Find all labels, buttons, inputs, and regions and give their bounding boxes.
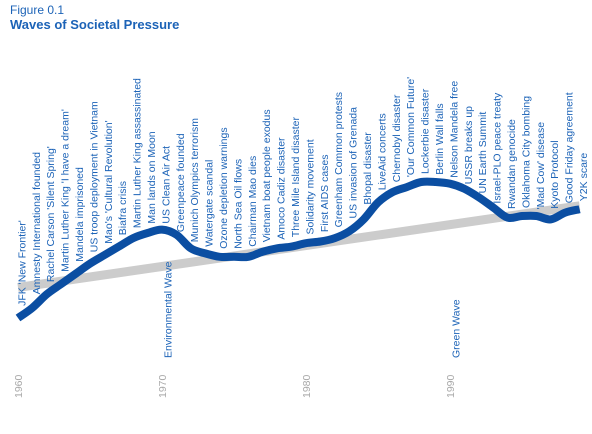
wave-label: Green Wave: [450, 299, 462, 358]
x-tick-label: 1980: [301, 374, 313, 398]
figure-label: Figure 0.1: [10, 3, 65, 17]
event-label: Berlin Wall falls: [434, 103, 446, 174]
event-label: Ozone depletion warnings: [218, 127, 230, 248]
event-label: Bhopal disaster: [362, 132, 374, 205]
event-label: Amoco Cadiz disaster: [276, 137, 288, 240]
x-tick-label: 1970: [157, 374, 169, 398]
event-label: JFK 'New Frontier': [16, 220, 28, 306]
event-label: US invasion of Grenada: [348, 107, 360, 219]
event-label: Lockerbie disaster: [420, 88, 432, 174]
event-label: Rwandan genocide: [506, 119, 518, 209]
event-label: Mandela imprisoned: [74, 167, 86, 262]
event-label: Good Friday agreement: [564, 92, 576, 203]
event-label: Greenpeace founded: [175, 133, 187, 232]
event-label: Oklahoma City bombing: [520, 96, 532, 208]
event-label: Man lands on Moon: [146, 131, 158, 223]
event-label: US Clean Air Act: [160, 146, 172, 224]
event-label: Nelson Mandela free: [448, 81, 460, 178]
event-label: LiveAid concerts: [376, 113, 388, 190]
event-label: North Sea Oil flows: [232, 159, 244, 249]
x-tick-label: 1990: [445, 374, 457, 398]
wave-label: Environmental Wave: [162, 261, 174, 358]
event-label: Solidarity movement: [304, 139, 316, 234]
event-label: Biafra crisis: [117, 181, 129, 235]
event-label: Y2K scare: [578, 153, 590, 202]
event-label: Kyoto Protocol: [549, 140, 561, 208]
pressure-line: [15, 177, 581, 322]
event-label: Munich Olympics terrorism: [189, 118, 201, 243]
figure-title: Waves of Societal Pressure: [10, 17, 180, 32]
event-label: First AIDS cases: [319, 154, 331, 232]
event-label: Chairman Mao dies: [247, 156, 259, 247]
event-label: Martin Luther King 'I have a dream': [60, 109, 72, 272]
event-label: Three Mile Island disaster: [290, 116, 302, 237]
event-label: Amnesty International founded: [31, 152, 43, 295]
event-label: 'Mad Cow' disease: [535, 122, 547, 210]
event-label: Rachel Carson 'Silent Spring': [45, 146, 57, 282]
event-label: Greenham Common protests: [333, 92, 345, 227]
event-label: US troop deployment in Vietnam: [88, 101, 100, 252]
event-label: UN Earth Summit: [477, 112, 489, 194]
x-tick-label: 1960: [13, 374, 25, 398]
event-label: Vietnam boat people exodus: [261, 109, 273, 242]
event-label: Mao's 'Cultural Revolution': [103, 120, 115, 243]
event-label: Watergate scandal: [204, 160, 216, 247]
event-label: Israel-PLO peace treaty: [492, 92, 504, 204]
event-label: Martin Luther King assassinated: [132, 78, 144, 228]
event-label: 'Our Common Future': [405, 77, 417, 177]
event-label: USSR breaks up: [463, 106, 475, 184]
event-label: Chernobyl disaster: [391, 94, 403, 182]
